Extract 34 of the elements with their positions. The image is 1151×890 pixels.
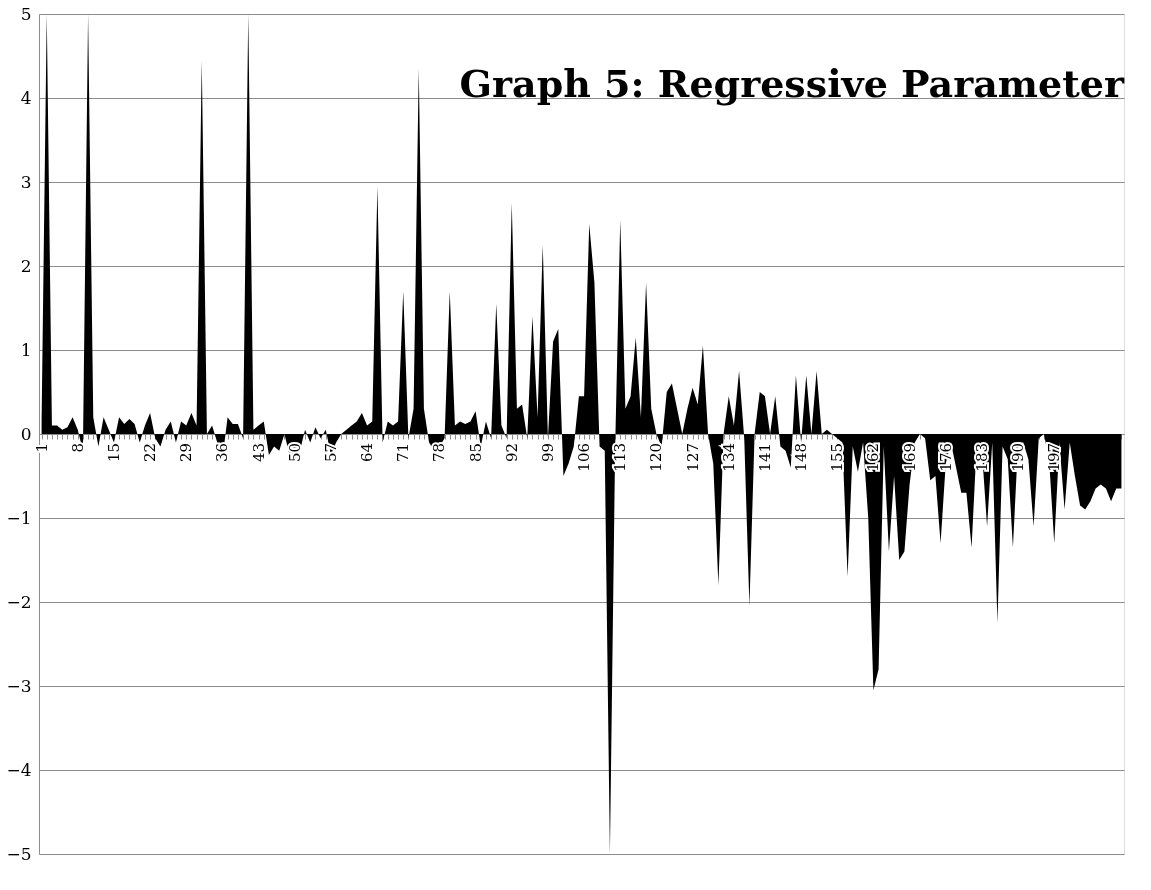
x-tick-label: 127 — [683, 443, 702, 472]
y-tick-label: 3 — [20, 171, 32, 192]
y-tick-label: 5 — [20, 3, 32, 24]
y-tick-label: −4 — [6, 759, 32, 780]
y-tick-label: −1 — [6, 507, 32, 528]
x-tick-label: 57 — [321, 443, 340, 463]
x-tick-label: 22 — [141, 443, 160, 463]
y-tick-label: 1 — [20, 339, 32, 360]
y-tick-label: 4 — [20, 87, 32, 108]
x-tick-label: 106 — [575, 443, 594, 472]
x-tick-label: 85 — [466, 443, 485, 463]
y-tick-label: 0 — [20, 423, 32, 444]
y-tick-label: −3 — [6, 675, 32, 696]
y-tick-label: 2 — [20, 255, 32, 276]
x-tick-label: 1 — [32, 443, 51, 453]
x-tick-label: 78 — [430, 443, 449, 463]
x-tick-label: 64 — [358, 443, 377, 463]
x-tick-label: 155 — [828, 443, 847, 472]
x-tick-label: 99 — [538, 443, 557, 463]
x-tick-label: 29 — [177, 443, 196, 463]
x-tick-label: 148 — [792, 443, 811, 472]
x-tick-label: 43 — [249, 443, 268, 463]
x-tick-label: 15 — [104, 443, 123, 463]
x-tick-label: 183 — [972, 443, 991, 472]
x-tick-label: 120 — [647, 443, 666, 472]
x-tick-label: 134 — [719, 443, 738, 472]
x-tick-label: 141 — [755, 443, 774, 472]
text: Graph 5: Regressive Parameter — [459, 61, 1125, 106]
y-tick-label: −5 — [6, 843, 32, 864]
x-tick-label: 8 — [68, 443, 87, 453]
x-tick-label: 92 — [502, 443, 521, 463]
y-tick-label: −2 — [6, 591, 32, 612]
x-tick-label: 71 — [394, 443, 413, 463]
x-tick-label: 113 — [611, 443, 630, 472]
